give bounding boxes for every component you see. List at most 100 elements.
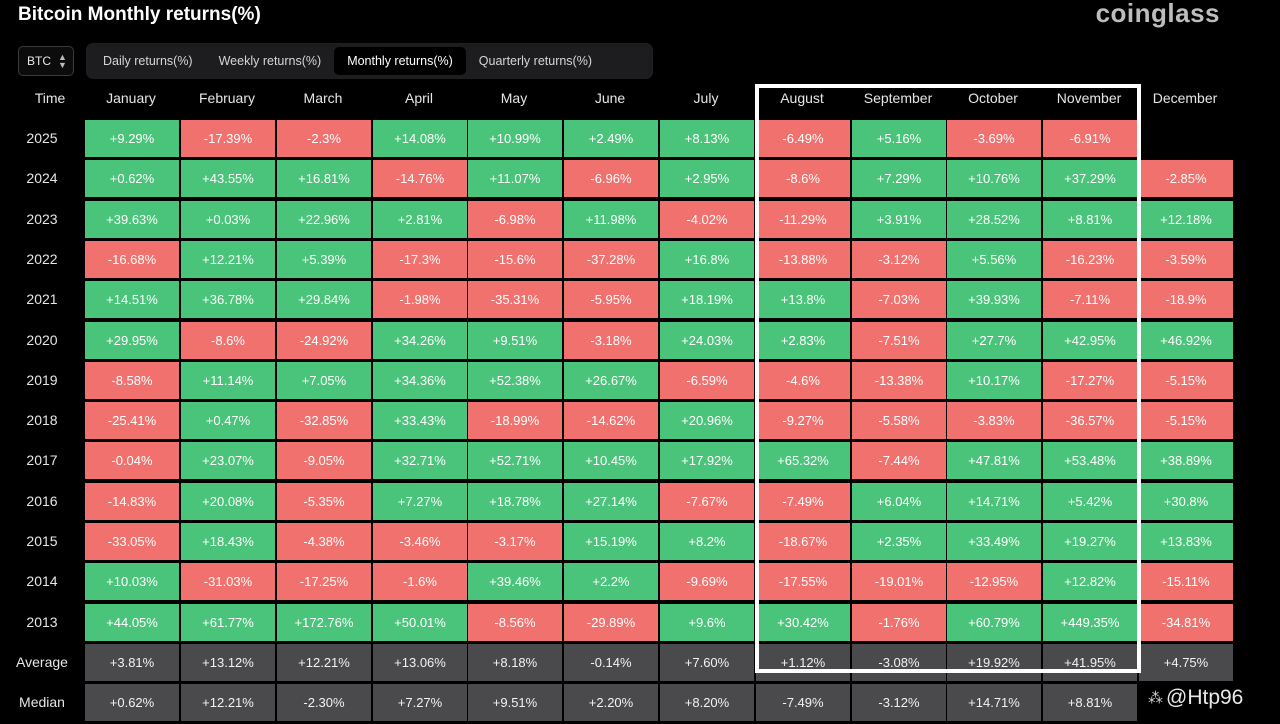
cell-2022-april: -17.3% <box>373 241 467 278</box>
cell-2025-september: +5.16% <box>852 120 946 157</box>
cell-2015-april: -3.46% <box>373 523 467 560</box>
cell-2014-april: -1.6% <box>373 563 467 600</box>
cell-2024-april: -14.76% <box>373 160 467 197</box>
cell-2025-october: -3.69% <box>947 120 1041 157</box>
cell-2014-march: -17.25% <box>277 563 371 600</box>
cell-2024-may: +11.07% <box>468 160 562 197</box>
cell-2024-february: +43.55% <box>181 160 275 197</box>
cell-2022-december: -3.59% <box>1139 241 1233 278</box>
cell-2022-november: -16.23% <box>1043 241 1137 278</box>
cell-2013-september: -1.76% <box>852 604 946 641</box>
cell-2021-january: +14.51% <box>85 281 179 318</box>
cell-2016-january: -14.83% <box>85 483 179 520</box>
cell-median-may: +9.51% <box>468 684 562 721</box>
cell-2015-june: +15.19% <box>564 523 658 560</box>
cell-2018-june: -14.62% <box>564 402 658 439</box>
cell-2020-july: +24.03% <box>660 322 754 359</box>
row-label-2025: 2025 <box>26 130 58 146</box>
cell-2023-october: +28.52% <box>947 201 1041 238</box>
cell-2013-february: +61.77% <box>181 604 275 641</box>
tab-weekly-returns[interactable]: Weekly returns(%) <box>218 54 322 68</box>
page-title: Bitcoin Monthly returns(%) <box>18 4 261 25</box>
cell-2020-november: +42.95% <box>1043 322 1137 359</box>
cell-2020-february: -8.6% <box>181 322 275 359</box>
cell-average-march: +12.21% <box>277 644 371 681</box>
cell-2024-december: -2.85% <box>1139 160 1233 197</box>
cell-2023-august: -11.29% <box>756 201 850 238</box>
cell-2024-june: -6.96% <box>564 160 658 197</box>
cell-2021-august: +13.8% <box>756 281 850 318</box>
returns-tabs: Daily returns(%) Weekly returns(%) Month… <box>86 43 653 79</box>
asset-select[interactable]: BTC ▲ ▼ <box>18 46 74 76</box>
cell-average-december: +4.75% <box>1139 644 1233 681</box>
cell-2017-april: +32.71% <box>373 442 467 479</box>
month-header-august: August <box>780 90 824 106</box>
cell-2013-august: +30.42% <box>756 604 850 641</box>
cell-average-july: +7.60% <box>660 644 754 681</box>
cell-2022-june: -37.28% <box>564 241 658 278</box>
cell-2015-october: +33.49% <box>947 523 1041 560</box>
cell-2022-january: -16.68% <box>85 241 179 278</box>
cell-2025-november: -6.91% <box>1043 120 1137 157</box>
cell-2018-may: -18.99% <box>468 402 562 439</box>
row-label-2015: 2015 <box>26 533 58 549</box>
cell-2015-march: -4.38% <box>277 523 371 560</box>
cell-2020-may: +9.51% <box>468 322 562 359</box>
cell-2017-may: +52.71% <box>468 442 562 479</box>
cell-2016-august: -7.49% <box>756 483 850 520</box>
cell-2016-may: +18.78% <box>468 483 562 520</box>
cell-2015-august: -18.67% <box>756 523 850 560</box>
tab-monthly-returns[interactable]: Monthly returns(%) <box>334 47 466 75</box>
watermark: ⁂ @Htp96 <box>1148 686 1243 710</box>
cell-2024-january: +0.62% <box>85 160 179 197</box>
cell-median-june: +2.20% <box>564 684 658 721</box>
cell-2016-june: +27.14% <box>564 483 658 520</box>
cell-2021-march: +29.84% <box>277 281 371 318</box>
cell-2019-august: -4.6% <box>756 362 850 399</box>
cell-2025-august: -6.49% <box>756 120 850 157</box>
tab-quarterly-returns[interactable]: Quarterly returns(%) <box>478 54 593 68</box>
table-header: Time January February March April May June Jul… <box>0 88 1280 110</box>
cell-2017-february: +23.07% <box>181 442 275 479</box>
cell-2015-november: +19.27% <box>1043 523 1137 560</box>
cell-2021-april: -1.98% <box>373 281 467 318</box>
cell-2024-november: +37.29% <box>1043 160 1137 197</box>
cell-2020-september: -7.51% <box>852 322 946 359</box>
cell-2017-september: -7.44% <box>852 442 946 479</box>
cell-2021-july: +18.19% <box>660 281 754 318</box>
cell-2016-july: -7.67% <box>660 483 754 520</box>
cell-2019-april: +34.36% <box>373 362 467 399</box>
cell-2013-may: -8.56% <box>468 604 562 641</box>
cell-2025-march: -2.3% <box>277 120 371 157</box>
cell-2023-january: +39.63% <box>85 201 179 238</box>
cell-median-july: +8.20% <box>660 684 754 721</box>
cell-average-august: +1.12% <box>756 644 850 681</box>
cell-2016-april: +7.27% <box>373 483 467 520</box>
cell-2019-september: -13.38% <box>852 362 946 399</box>
cell-2013-october: +60.79% <box>947 604 1041 641</box>
tab-daily-returns[interactable]: Daily returns(%) <box>103 54 193 68</box>
row-label-2019: 2019 <box>26 372 58 388</box>
cell-median-october: +14.71% <box>947 684 1041 721</box>
cell-2023-july: -4.02% <box>660 201 754 238</box>
cell-2021-september: -7.03% <box>852 281 946 318</box>
cell-2020-october: +27.7% <box>947 322 1041 359</box>
cell-median-february: +12.21% <box>181 684 275 721</box>
cell-2024-march: +16.81% <box>277 160 371 197</box>
cell-2019-march: +7.05% <box>277 362 371 399</box>
cell-2016-december: +30.8% <box>1139 483 1233 520</box>
cell-2018-april: +33.43% <box>373 402 467 439</box>
cell-2021-december: -18.9% <box>1139 281 1233 318</box>
cell-2021-november: -7.11% <box>1043 281 1137 318</box>
cell-median-march: -2.30% <box>277 684 371 721</box>
row-label-2014: 2014 <box>26 573 58 589</box>
cell-2023-may: -6.98% <box>468 201 562 238</box>
cell-2022-september: -3.12% <box>852 241 946 278</box>
cell-2013-december: -34.81% <box>1139 604 1233 641</box>
cell-2018-march: -32.85% <box>277 402 371 439</box>
cell-2019-february: +11.14% <box>181 362 275 399</box>
cell-2014-february: -31.03% <box>181 563 275 600</box>
month-header-february: February <box>198 90 256 106</box>
month-header-april: April <box>404 90 433 106</box>
cell-2025-june: +2.49% <box>564 120 658 157</box>
